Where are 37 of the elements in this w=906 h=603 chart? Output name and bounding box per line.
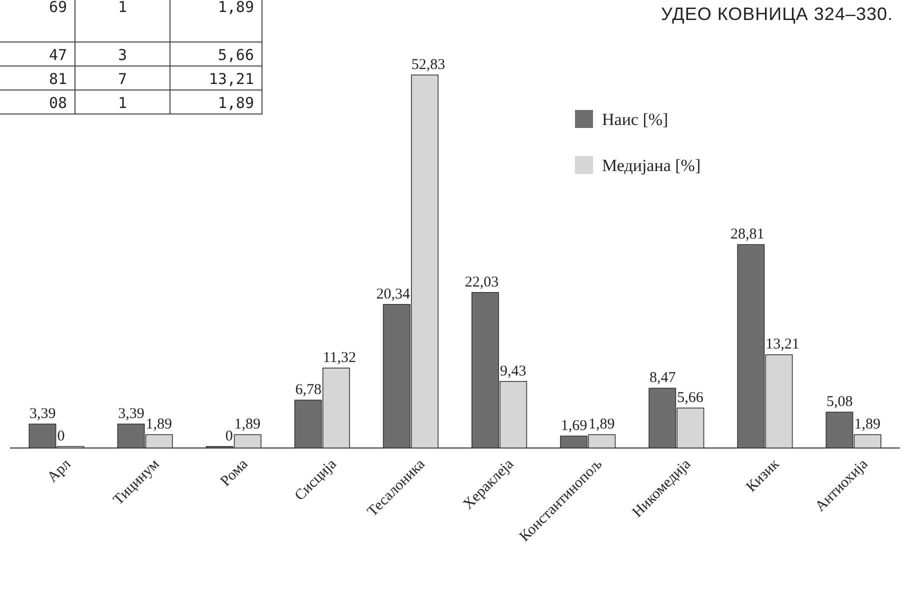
chart-title: УДЕО КОВНИЦА 324–330. [661,4,893,24]
data-label: 1,69 [560,418,588,434]
text: 5,66 [218,46,254,64]
annotation: 13,21 [208,70,254,88]
text: 69 [48,0,67,16]
data-label: 20,34 [376,286,411,302]
data-label: 8,47 [649,370,676,386]
data-label: 28,81 [730,226,764,243]
text: 47 [48,46,67,64]
legend-label: Медијана [%] [602,156,701,175]
data-label: 5,08 [826,394,853,410]
data-label: 0 [225,428,233,444]
data-label: 6,78 [295,382,322,398]
data-label: 22,03 [464,274,499,290]
data-label: 5,66 [677,390,704,406]
annotation: 1,89 [218,94,254,112]
data-label: 52,83 [411,57,446,73]
text: 3 [118,46,128,64]
data-label: 1,89 [854,416,880,433]
data-label: 1,89 [588,416,615,433]
data-label: 9,43 [500,363,526,380]
data-label: 11,32 [322,350,356,366]
legend-label: Наис [%] [602,110,668,129]
annotation: 7 [118,70,128,88]
text: 1 [118,0,128,16]
annotation: 81 [48,70,67,88]
x-tick-label: Арл [44,456,74,486]
data-label: 3,39 [118,406,144,422]
annotation: 1 [118,94,128,112]
text: 1,89 [218,0,254,16]
data-label: 0 [57,428,65,444]
data-label: 1,89 [146,416,172,433]
data-label: 13,21 [766,336,800,353]
data-label: 3,39 [30,406,56,422]
annotation: 08 [48,94,67,112]
x-tick-label: Рома [218,456,252,490]
data-label: 1,89 [234,416,261,433]
